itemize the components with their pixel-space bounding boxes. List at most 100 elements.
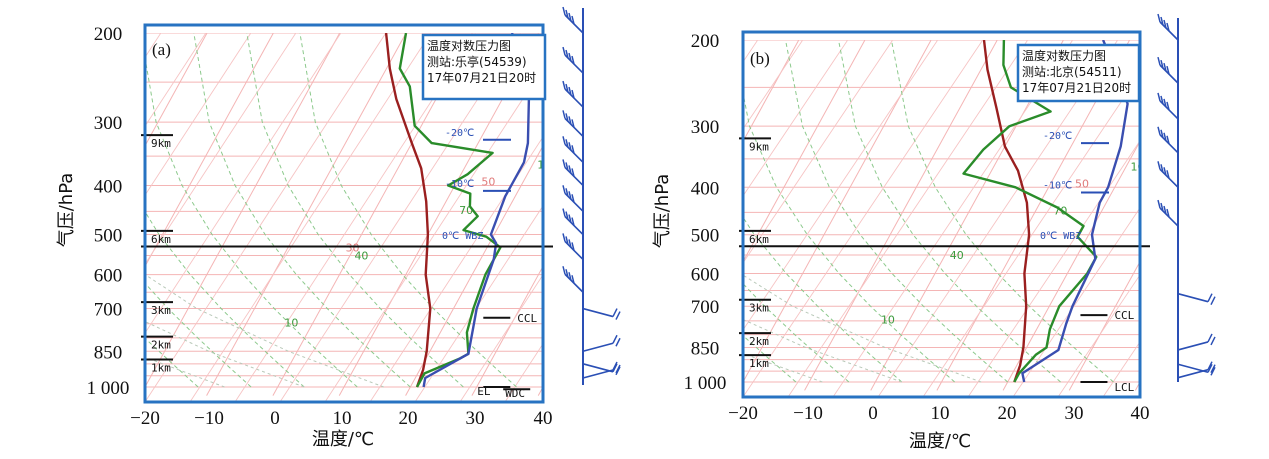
y-tick-label: 600 [691,264,720,285]
wind-barb-flag [612,308,618,317]
wind-barb-flag [568,12,572,22]
info-line-3: 17年07月21日20时 [427,71,536,85]
wind-barb [582,342,614,353]
isotherm-line [1134,380,1140,391]
info-line-2: 测站:北京(54511) [1022,65,1122,79]
wind-barb-flag [562,136,566,145]
dry-adiabat-line [145,33,297,265]
y-axis-title: 气压/hPa [652,174,673,249]
wind-barb-flag [562,233,566,242]
isotherm-label: 50 [481,175,495,188]
mixing-ratio-curve [145,356,225,388]
wind-barb-flag [1157,56,1161,66]
y-tick-label: 400 [691,178,720,199]
temp-level-label: -10℃ [1043,181,1072,192]
wind-barb-flag [1157,161,1161,170]
height-mark-label: 3km [749,302,769,315]
wind-barb-flag [1166,65,1170,75]
moist-adiabat-curve [145,337,199,388]
info-box [1016,43,1141,103]
moist-adiabat-curve [743,334,797,383]
moist-adiabat-label: 100 [537,158,558,171]
dry-adiabat-line [145,33,162,59]
height-mark-label: 6km [749,233,769,246]
x-tick-label: 20 [399,408,418,429]
wind-barb-flag [1160,59,1164,69]
wind-barb-flag [1157,199,1161,209]
wind-barb-flag [1210,336,1216,346]
dry-adiabat-line [1012,207,1140,397]
wind-barb-flag [1166,135,1170,144]
temp-level-label: 0℃ WBZ [442,231,483,242]
wind-barb [582,307,614,318]
height-mark-label: 1km [151,361,171,374]
wind-barb-flag [565,49,569,59]
dewpoint-curve [962,40,1098,383]
y-tick-label: 700 [691,297,720,318]
mixing-ratio-curve [743,274,982,383]
wind-barb-flag [568,86,572,96]
isotherm-line [743,40,866,263]
y-tick-label: 600 [94,266,123,287]
x-tick-label: −10 [793,403,823,424]
wind-barb-flag [571,275,575,284]
moist-adiabat-curve [838,40,1061,383]
wind-barb-flag [565,113,569,122]
wind-barb-flag [612,334,618,344]
info-line-1: 温度对数压力图 [1022,48,1106,63]
x-tick-label: 30 [1065,403,1084,424]
isotherm-line [145,33,274,268]
wind-barb-flag [568,214,572,223]
moist-adiabat-curve [785,40,1009,383]
wind-barb-flag [568,272,572,281]
plot-frame [741,30,1142,399]
height-mark-label: 3km [151,304,171,317]
dry-adiabat-line [743,40,759,63]
wind-barb-flag [562,6,566,16]
y-tick-label: 300 [691,117,720,138]
dry-adiabat-line [145,33,252,196]
wind-barb-flag [568,239,572,248]
wind-barb-flag [615,364,621,374]
wind-barb-flag [568,52,572,62]
wind-barb-flag [571,89,575,99]
mixing-ratio-curve [145,320,305,388]
wind-barb-flag [568,165,572,174]
isotherm-line [145,33,208,147]
wind-barb-flag [562,46,566,56]
dry-adiabat-line [743,40,804,130]
wind-barb-flag [1157,13,1161,23]
isotherm-line [405,144,543,396]
parcel-curve [982,40,1031,383]
marker-label-ccl: CCL [1114,309,1134,322]
wind-barb-flag [1207,333,1213,343]
y-tick-label: 850 [691,338,720,359]
wind-barb-flag [1163,62,1167,72]
wind-barb-flag [1210,296,1216,306]
height-mark-label: 9km [749,140,769,153]
isotherm-line [1202,40,1269,390]
isotherm-line [471,265,543,396]
temp-level-label: -20℃ [1043,131,1072,142]
wind-barb-flag [568,191,572,200]
wind-barb-flag [571,168,575,177]
dry-adiabat-line [922,73,1140,397]
wind-barb-flag [565,9,569,19]
height-mark-label: 2km [749,335,769,348]
wind-barb-flag [565,162,569,171]
wind-barb-flag [562,185,566,194]
wind-barb-flag [571,15,575,25]
wind-barb-flag [1210,364,1216,374]
wind-barb-flag [1166,208,1170,218]
wind-barb-flag [1207,363,1213,373]
wind-barb-flag [562,266,566,275]
wind-barb-flag [565,269,569,278]
dry-adiabat-line [743,40,939,331]
y-tick-label: 200 [691,31,720,52]
x-tick-label: −10 [194,408,224,429]
